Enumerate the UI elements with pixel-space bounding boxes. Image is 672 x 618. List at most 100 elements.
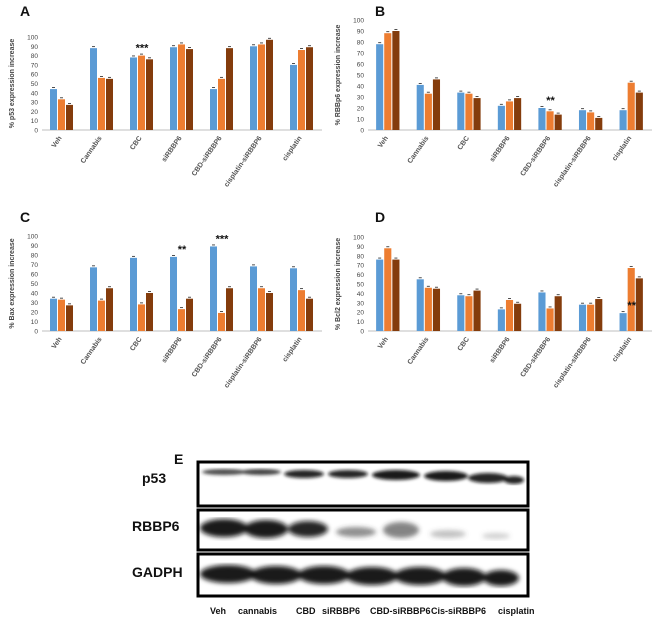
bar-c-6-1	[298, 290, 305, 331]
category-label-b-3: siRBBP6	[489, 135, 512, 163]
bar-b-5-2	[595, 117, 603, 130]
bar-c-3-2	[186, 298, 193, 331]
y-tick-label-c: 90	[31, 243, 39, 250]
category-label-d-1: Cannabis	[407, 336, 431, 366]
bar-d-2-2	[473, 290, 481, 331]
bar-d-0-2	[392, 259, 400, 331]
category-label-c-3: siRBBP6	[161, 336, 184, 364]
bar-d-3-1	[505, 299, 514, 331]
y-tick-label-a: 30	[31, 100, 39, 107]
bar-c-6-2	[306, 298, 313, 331]
y-tick-label-b: 20	[357, 106, 365, 113]
y-tick-label-d: 50	[357, 282, 365, 289]
bar-c-1-2	[106, 288, 113, 331]
bar-a-6-0	[290, 64, 297, 130]
y-tick-label-b: 0	[360, 128, 364, 135]
bar-d-2-1	[465, 296, 473, 331]
blot-label-p53: p53	[142, 470, 167, 486]
bar-d-0-0	[376, 259, 384, 331]
y-tick-label-d: 80	[357, 253, 365, 260]
bar-d-1-2	[432, 288, 441, 331]
lane-label-cis-sirbbp6: Cis-siRBBP6	[431, 606, 487, 616]
bar-d-6-0	[619, 313, 627, 331]
y-tick-label-b: 40	[357, 84, 365, 91]
y-tick-label-a: 80	[31, 53, 39, 60]
bar-d-1-1	[424, 287, 432, 331]
y-tick-label-d: 20	[357, 310, 365, 317]
bar-d-0-1	[384, 248, 392, 331]
bar-c-4-0	[210, 246, 217, 331]
category-label-a-6: cisplatin	[282, 135, 304, 162]
bar-b-0-2	[392, 31, 400, 130]
bar-b-6-0	[619, 110, 627, 130]
y-tick-label-a: 60	[31, 72, 39, 79]
y-tick-label-a: 50	[31, 81, 39, 88]
y-tick-label-c: 80	[31, 253, 39, 260]
y-tick-label-b: 60	[357, 62, 365, 69]
category-label-b-0: Veh	[377, 135, 390, 149]
bar-b-0-1	[384, 33, 392, 131]
lane-label-veh: Veh	[210, 606, 227, 616]
category-label-c-0: Veh	[51, 336, 64, 350]
bar-b-3-2	[514, 98, 522, 130]
bar-a-1-2	[106, 78, 113, 130]
category-label-c-2: CBC	[129, 336, 143, 352]
bar-b-4-1	[546, 111, 554, 130]
category-label-b-6: cisplatin	[611, 135, 633, 162]
bar-c-5-1	[258, 288, 265, 331]
y-tick-label-c: 60	[31, 272, 39, 279]
bar-b-1-2	[432, 79, 441, 130]
category-label-d-2: CBC	[457, 336, 471, 352]
bar-b-5-1	[587, 112, 595, 130]
y-tick-label-c: 100	[27, 234, 38, 241]
bar-d-4-2	[554, 296, 562, 331]
blot-row-rbbp6-bands	[200, 519, 510, 539]
category-label-c-6: cisplatin	[282, 336, 304, 363]
bar-d-2-0	[457, 295, 465, 331]
lane-label-sirbbp6: siRBBP6	[322, 606, 361, 616]
significance-label-d-0: **	[627, 300, 636, 312]
bar-c-3-0	[170, 256, 177, 331]
y-tick-label-c: 40	[31, 291, 39, 298]
y-tick-label-d: 90	[357, 244, 365, 251]
lane-label-cbd: CBD	[296, 606, 316, 616]
bar-b-3-0	[497, 105, 505, 130]
y-axis-label-a: % p53 expression increase	[9, 39, 16, 129]
bar-d-5-1	[587, 304, 595, 331]
bar-a-3-2	[186, 49, 193, 131]
category-label-c-1: Cannabis	[80, 336, 104, 366]
bar-d-6-2	[635, 278, 643, 331]
bar-a-6-1	[298, 50, 305, 130]
bar-a-0-0	[50, 89, 57, 130]
y-tick-label-c: 70	[31, 262, 39, 269]
bar-c-4-2	[226, 288, 233, 331]
bar-d-1-0	[416, 279, 424, 331]
blot-label-rbbp6: RBBP6	[132, 518, 180, 534]
bar-b-4-0	[538, 108, 546, 130]
bar-d-5-2	[595, 299, 603, 331]
bar-a-1-0	[90, 48, 97, 130]
category-label-c-5: cisplatin-siRBBP6	[223, 336, 263, 389]
bar-a-5-0	[250, 46, 257, 130]
bar-c-2-0	[130, 257, 137, 331]
bar-c-5-0	[250, 266, 257, 331]
category-label-c-4: CBD-siRBBP6	[191, 336, 224, 379]
y-tick-label-c: 10	[31, 319, 39, 326]
bar-d-3-2	[514, 303, 522, 331]
bar-a-5-2	[266, 39, 273, 130]
y-tick-label-b: 30	[357, 95, 365, 102]
y-tick-label-a: 100	[27, 35, 38, 42]
bar-b-5-0	[578, 110, 587, 130]
y-tick-label-c: 20	[31, 310, 39, 317]
y-tick-label-a: 0	[34, 128, 38, 135]
y-axis-label-c: % Bax expression increase	[9, 238, 16, 328]
bar-d-6-1	[627, 268, 635, 331]
panel-letter-c: C	[20, 209, 30, 225]
significance-label-a-0: ***	[136, 43, 150, 55]
bar-c-5-2	[266, 293, 273, 331]
bar-c-0-1	[58, 299, 65, 331]
bar-a-5-1	[258, 44, 265, 130]
bar-b-4-2	[554, 114, 562, 130]
y-tick-label-c: 50	[31, 281, 39, 288]
